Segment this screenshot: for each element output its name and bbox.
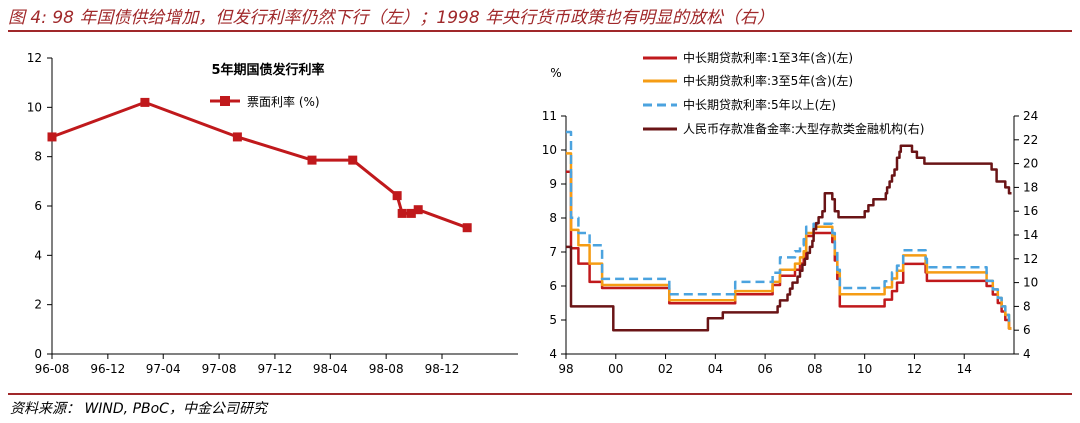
left-y-tick-label: 4 (34, 248, 42, 262)
left-data-point (462, 223, 472, 233)
left-x-tick-label: 96-08 (35, 362, 70, 376)
right-series-line-4 (566, 144, 1012, 332)
left-data-point (348, 155, 358, 165)
title-rule (8, 30, 1072, 32)
left-chart: 0 2 4 6 8 10 12 96-08 96-12 97-04 97-08 97-12 98-04 9… (27, 51, 518, 376)
right-legend-label-3: 中长期贷款利率:5年以上(左) (683, 97, 836, 112)
source-rule (8, 393, 1072, 395)
right-x-tick-label: 04 (708, 362, 723, 376)
left-data-point (392, 191, 402, 201)
right-left-y-tick-label: 4 (549, 347, 557, 361)
right-right-y-tick-label: 4 (1023, 347, 1031, 361)
source-note: 资料来源： WIND, PBoC，中金公司研究 (10, 401, 267, 417)
right-series-line-3 (566, 130, 1012, 325)
left-y-tick-label: 12 (27, 51, 42, 65)
left-x-tick-label: 96-12 (90, 362, 125, 376)
right-right-y-tick-label: 12 (1023, 252, 1038, 266)
left-legend-marker (220, 96, 230, 106)
left-y-tick-label: 2 (34, 298, 42, 312)
right-legend-label-2: 中长期贷款利率:3至5年(含)(左) (683, 73, 853, 88)
right-x-tick-label: 08 (807, 362, 822, 376)
left-x-tick-label: 98-04 (313, 362, 348, 376)
left-chart-title: 5年期国债发行利率 (211, 62, 324, 78)
left-legend-label: 票面利率 (%) (247, 94, 320, 109)
left-y-tick-label: 8 (34, 150, 42, 164)
left-data-point (140, 97, 150, 107)
right-legend-label-4: 人民币存款准备金率:大型存款类金融机构(右) (683, 121, 924, 136)
left-y-tick-label: 0 (34, 347, 42, 361)
right-left-y-tick-label: 10 (542, 143, 557, 157)
left-data-point (47, 132, 57, 142)
right-left-y-tick-label: 7 (549, 245, 557, 259)
right-left-y-tick-label: 6 (549, 279, 557, 293)
right-right-y-tick-label: 10 (1023, 276, 1038, 290)
right-series-line-2 (566, 152, 1012, 330)
right-left-y-tick-label: 11 (542, 109, 557, 123)
right-right-y-tick-label: 24 (1023, 109, 1038, 123)
right-x-tick-label: 12 (907, 362, 922, 376)
left-data-point (406, 208, 416, 218)
left-data-point (307, 155, 317, 165)
right-left-y-tick-label: 9 (549, 177, 557, 191)
left-y-tick-label: 10 (27, 100, 42, 114)
left-data-point (232, 132, 242, 142)
right-x-tick-label: 14 (957, 362, 972, 376)
right-x-tick-label: 02 (658, 362, 673, 376)
right-x-tick-label: 10 (857, 362, 872, 376)
right-x-tick-label: 98 (558, 362, 573, 376)
left-data-point (397, 208, 407, 218)
right-right-y-tick-label: 6 (1023, 323, 1031, 337)
right-right-y-tick-label: 22 (1023, 133, 1038, 147)
right-right-y-tick-label: 14 (1023, 228, 1038, 242)
left-x-tick-label: 97-04 (146, 362, 181, 376)
figure-title: 图 4: 98 年国债供给增加，但发行利率仍然下行（左）；1998 年央行货币政… (8, 8, 775, 28)
right-right-y-tick-label: 18 (1023, 180, 1038, 194)
right-chart: % 4 5 6 7 8 9 10 11 4 6 8 10 12 14 16 18 20 22 24 98 00 02 04 06… (542, 50, 1039, 376)
right-right-y-tick-label: 20 (1023, 157, 1038, 171)
right-x-tick-label: 06 (757, 362, 772, 376)
left-x-tick-label: 97-08 (202, 362, 237, 376)
right-x-tick-label: 00 (608, 362, 623, 376)
left-data-point (413, 205, 423, 215)
right-series-line-1 (566, 170, 1012, 330)
right-left-y-tick-label: 8 (549, 211, 557, 225)
right-left-y-tick-label: 5 (549, 313, 557, 327)
right-right-y-tick-label: 16 (1023, 204, 1038, 218)
right-right-y-tick-label: 8 (1023, 299, 1031, 313)
right-legend-label-1: 中长期贷款利率:1至3年(含)(左) (683, 50, 853, 65)
left-x-tick-label: 97-12 (257, 362, 292, 376)
left-x-tick-label: 98-12 (425, 362, 460, 376)
right-y-left-label: % (550, 66, 561, 80)
left-y-tick-label: 6 (34, 199, 42, 213)
left-x-tick-label: 98-08 (369, 362, 404, 376)
